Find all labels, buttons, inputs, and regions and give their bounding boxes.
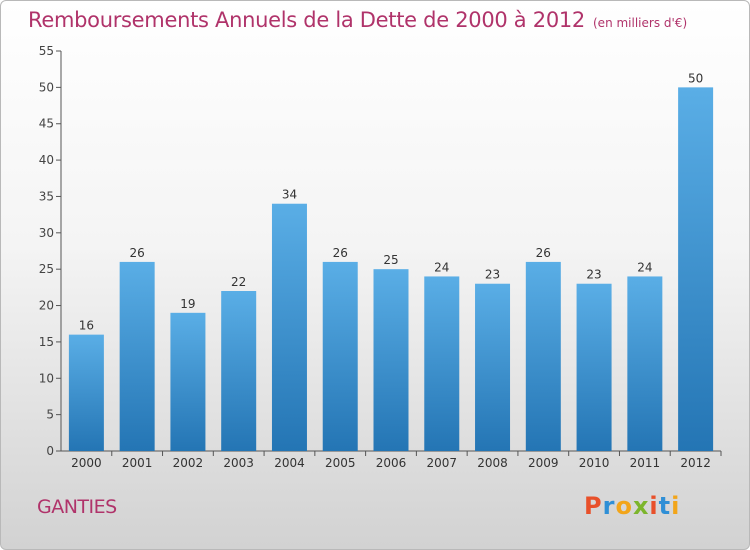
x-tick-label: 2010 — [579, 456, 610, 470]
commune-name: GANTIES — [37, 496, 117, 518]
data-label: 24 — [434, 260, 449, 274]
bar-2005 — [322, 261, 358, 451]
x-tick-label: 2006 — [376, 456, 407, 470]
bar-2001 — [119, 261, 155, 451]
data-label: 50 — [688, 71, 703, 85]
x-tick-label: 2003 — [223, 456, 254, 470]
data-label: 34 — [282, 188, 297, 202]
bar-2012 — [678, 87, 714, 451]
data-label: 22 — [231, 275, 246, 289]
unit-text: (en milliers d'€) — [593, 16, 688, 30]
chart-title: Remboursements Annuels de la Dette de 20… — [28, 8, 687, 32]
proxiti-logo: Proxiti — [584, 492, 680, 520]
bar-2009 — [525, 261, 561, 451]
bar-2011 — [627, 276, 663, 451]
y-tick-label: 20 — [39, 299, 54, 313]
x-tick-label: 2011 — [630, 456, 661, 470]
x-tick-label: 2001 — [122, 456, 153, 470]
y-tick-label: 50 — [39, 80, 54, 94]
data-label: 26 — [333, 246, 348, 260]
y-tick-label: 0 — [46, 444, 54, 458]
data-label: 23 — [485, 268, 500, 282]
x-tick-label: 2000 — [71, 456, 102, 470]
bar-2010 — [576, 283, 612, 451]
logo-letter: r — [602, 492, 616, 520]
data-label: 26 — [130, 246, 145, 260]
bar-2003 — [221, 291, 257, 451]
y-tick-label: 45 — [39, 117, 54, 131]
bars — [68, 87, 714, 451]
y-tick-label: 55 — [39, 44, 54, 58]
x-tick-label: 2008 — [477, 456, 508, 470]
x-tick-label: 2012 — [680, 456, 711, 470]
data-label: 26 — [536, 246, 551, 260]
bar-2006 — [373, 269, 409, 451]
y-tick-label: 30 — [39, 226, 54, 240]
logo-letter: P — [584, 492, 603, 520]
data-label: 25 — [383, 253, 398, 267]
data-label: 24 — [637, 260, 652, 274]
y-tick-label: 25 — [39, 262, 54, 276]
y-tick-label: 5 — [46, 408, 54, 422]
bar-2007 — [424, 276, 460, 451]
logo-letter: o — [615, 492, 633, 520]
bar-2002 — [170, 312, 206, 451]
bar-2000 — [68, 334, 104, 451]
y-tick-label: 35 — [39, 189, 54, 203]
y-tick-label: 15 — [39, 335, 54, 349]
x-tick-label: 2002 — [173, 456, 204, 470]
logo-letter: t — [658, 492, 672, 520]
x-tick-label: 2007 — [426, 456, 457, 470]
data-labels: 16 26 19 22 34 26 25 24 23 26 23 24 50 — [79, 71, 704, 332]
data-label: 19 — [180, 297, 195, 311]
axes: 0 5 10 15 20 25 30 35 40 45 50 55 2000 2001 2002 2003 20… — [39, 44, 722, 470]
data-label: 16 — [79, 319, 94, 333]
x-tick-label: 2009 — [528, 456, 559, 470]
title-text: Remboursements Annuels de la Dette de 20… — [28, 8, 585, 32]
logo-letter: x — [632, 492, 650, 520]
x-tick-label: 2005 — [325, 456, 356, 470]
x-tick-label: 2004 — [274, 456, 305, 470]
bar-2004 — [271, 203, 307, 451]
bar-2008 — [475, 283, 511, 451]
y-tick-label: 40 — [39, 153, 54, 167]
logo-letter: i — [649, 492, 659, 520]
logo-letter: i — [671, 492, 681, 520]
y-tick-label: 10 — [39, 371, 54, 385]
data-label: 23 — [586, 268, 601, 282]
